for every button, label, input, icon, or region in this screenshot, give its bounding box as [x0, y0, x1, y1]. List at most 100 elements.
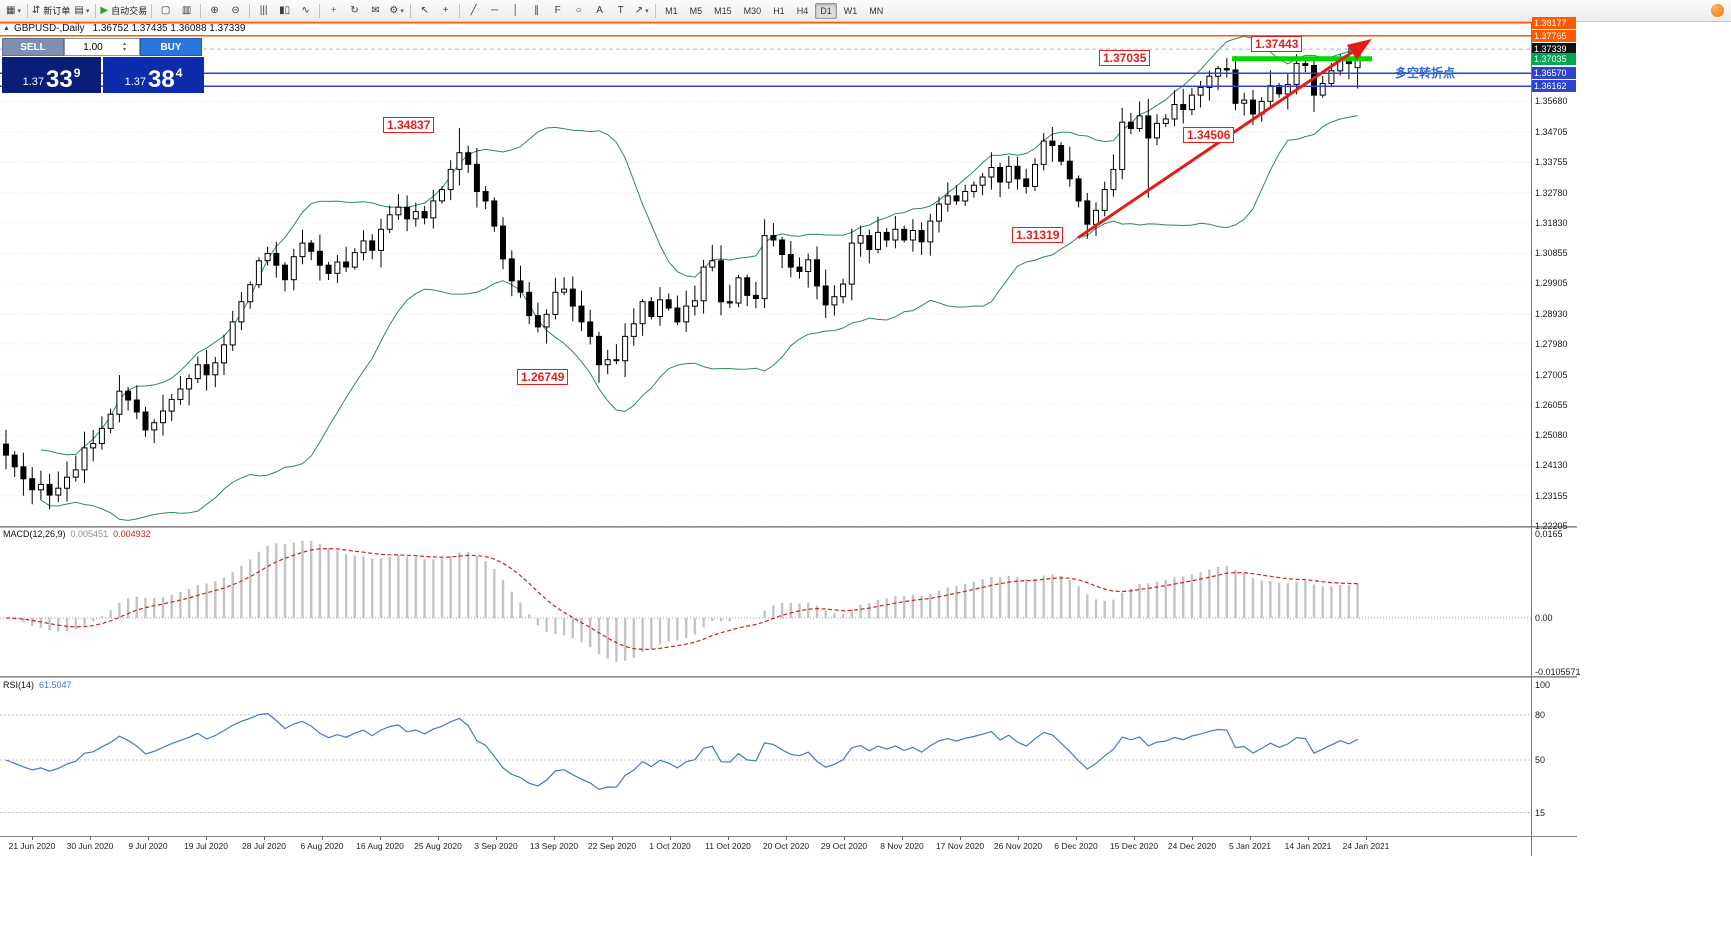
price-marker: 1.36570 [1532, 67, 1576, 80]
mail-icon[interactable]: ✉ [365, 1, 386, 20]
sell-button[interactable]: SELL [2, 38, 64, 56]
timeframe-button-h1[interactable]: H1 [773, 5, 785, 16]
candles-layer [3, 45, 1361, 510]
tile-windows-icon: ▥ [181, 4, 192, 16]
note-text[interactable]: 多空转折点 [1395, 66, 1456, 80]
time-axis-tick [1018, 836, 1019, 840]
timeframe-button-m15[interactable]: M15 [714, 5, 732, 16]
new-chart-icon[interactable]: ▦ ▾ [3, 1, 24, 20]
macd-canvas[interactable] [0, 528, 1531, 676]
refresh-icon[interactable]: ↻ [344, 1, 365, 20]
sell-price-prefix: 1.37 [22, 76, 45, 88]
time-axis-tick [786, 836, 787, 840]
price-axis[interactable]: 1.35680 1.34705 1.33755 1.32780 1.31830 1.308… [1531, 0, 1581, 860]
price-axis-label: 1.28930 [1535, 309, 1568, 319]
toolbar-separator [200, 3, 202, 18]
timeframe-button-m1[interactable]: M1 [665, 5, 678, 16]
one-click-trading-panel: SELL ▴ ▾ BUY 1.37 33 9 1.37 38 4 [2, 38, 204, 93]
volume-stepper: ▴ ▾ [64, 38, 140, 56]
price-annotation[interactable]: 1.37035 [1099, 50, 1151, 66]
price-annotation[interactable]: 1.31319 [1012, 227, 1064, 243]
price-axis-label: 1.35680 [1535, 96, 1568, 107]
cascade-windows-icon[interactable]: ▢ [155, 1, 176, 20]
shapes-icon[interactable]: ○ [568, 1, 589, 20]
buy-button[interactable]: BUY [140, 38, 202, 56]
timeframe-button-h4[interactable]: H4 [796, 5, 809, 16]
volume-input[interactable] [65, 40, 121, 54]
timeframe-button-m30[interactable]: M30 [743, 5, 762, 16]
volume-down-icon[interactable]: ▾ [123, 47, 127, 53]
price-annotation[interactable]: 1.34837 [383, 117, 435, 133]
symbol-timeframe-label: GBPUSD-,Daily [13, 23, 85, 34]
trendline-icon[interactable]: ╱ [463, 1, 484, 20]
time-axis-tick [1308, 836, 1309, 840]
time-axis-label: 9 Jul 2020 [128, 841, 168, 851]
time-axis-label: 24 Dec 2020 [1167, 841, 1217, 851]
sell-price-pipette: 9 [73, 66, 81, 80]
zoom-in-icon: ⊕ [210, 4, 219, 16]
grid-layer [0, 100, 1531, 526]
time-axis-tick [1366, 836, 1367, 840]
sell-price-display[interactable]: 1.37 33 9 [2, 57, 101, 93]
fibonacci-icon: F [554, 4, 561, 16]
candlestick-chart-icon[interactable]: ▮▯ [274, 1, 295, 20]
chart-title-readout: ▲ GBPUSD-,Daily 1.36752 1.37435 1.36088 1.… [3, 23, 245, 34]
time-axis-tick [1134, 836, 1135, 840]
price-annotation[interactable]: 1.26749 [517, 369, 569, 385]
main-toolbar: ▦ ▾ ⇵ 新订单 ▤ ▾ ▶ 自动交易 ▢ ▥ ⊕ ⊖ ||| ▮▯ ∿ + ↻ ✉ ⚙ ▾ ↖ + ╱ ─ │ ∥ F ○ A T ↗ ▾… [0, 0, 1731, 22]
time-axis[interactable]: 21 Jun 2020 30 Jun 2020 9 Jul 2020 19 Jul 2… [0, 836, 1577, 856]
time-axis-label: 21 Jun 2020 [8, 841, 56, 851]
time-axis-tick [1076, 836, 1077, 840]
price-axis-label: 1.30855 [1535, 248, 1568, 259]
macd-label: MACD(12,26,9) 0.005451 0.004932 [3, 529, 151, 539]
macd-main-value: 0.005451 [70, 529, 109, 539]
time-axis-tick [728, 836, 729, 840]
price-annotation[interactable]: 1.34506 [1183, 127, 1235, 143]
refresh-icon: ↻ [350, 4, 359, 16]
rsi-label: RSI(14) 61.5047 [3, 680, 72, 690]
profiles-icon[interactable]: ▤ ▾ [71, 1, 92, 20]
text-icon[interactable]: A [589, 1, 610, 20]
price-axis-label: 1.25080 [1535, 430, 1568, 441]
add-indicator-icon[interactable]: + [323, 1, 344, 20]
price-axis-label: 1.27980 [1535, 338, 1568, 349]
chart-canvas[interactable] [0, 22, 1531, 526]
macd-panel-separator[interactable] [0, 526, 1577, 528]
zoom-out-icon[interactable]: ⊖ [225, 1, 246, 20]
channel-icon[interactable]: ∥ [526, 1, 547, 20]
timeframe-button-mn[interactable]: MN [869, 5, 884, 16]
rsi-panel-separator[interactable] [0, 676, 1577, 678]
new-order-button[interactable]: ⇵ 新订单 [31, 1, 71, 20]
zoom-in-icon[interactable]: ⊕ [204, 1, 225, 20]
buy-price-display[interactable]: 1.37 38 4 [103, 57, 204, 93]
time-axis-tick [1192, 836, 1193, 840]
chevron-down-icon: ▾ [17, 7, 21, 15]
cursor-icon[interactable]: ↖ [414, 1, 435, 20]
one-click-collapse-icon[interactable]: ▲ [3, 25, 10, 32]
settings-icon[interactable]: ⚙ ▾ [386, 1, 407, 20]
timeframe-button-m5[interactable]: M5 [689, 5, 703, 16]
vertical-line-icon[interactable]: │ [505, 1, 526, 20]
tile-windows-icon[interactable]: ▥ [176, 1, 197, 20]
timeframe-button-w1[interactable]: W1 [843, 5, 858, 16]
horizontal-line-icon[interactable]: ─ [484, 1, 505, 20]
autotrading-button[interactable]: ▶ 自动交易 [99, 1, 148, 20]
community-icon[interactable] [1711, 4, 1724, 17]
label-icon: T [617, 4, 624, 16]
line-chart-icon[interactable]: ∿ [295, 1, 316, 20]
rsi-canvas[interactable] [0, 678, 1531, 836]
bars-chart-icon[interactable]: ||| [253, 1, 274, 20]
label-icon[interactable]: T [610, 1, 631, 20]
price-annotation[interactable]: 1.37443 [1251, 36, 1303, 52]
timeframe-button-d1[interactable]: D1 [815, 2, 837, 19]
volume-up-icon[interactable]: ▴ [123, 41, 127, 47]
arrows-icon: ↗ [634, 4, 644, 16]
vertical-line-icon: │ [512, 4, 519, 16]
time-axis-tick [554, 836, 555, 840]
arrows-icon[interactable]: ↗ ▾ [631, 1, 652, 20]
fibonacci-icon[interactable]: F [547, 1, 568, 20]
mail-icon: ✉ [371, 4, 380, 16]
crosshair-icon[interactable]: + [435, 1, 456, 20]
zoom-out-icon: ⊖ [231, 4, 240, 16]
macd-axis-label: 0.0165 [1535, 529, 1563, 539]
